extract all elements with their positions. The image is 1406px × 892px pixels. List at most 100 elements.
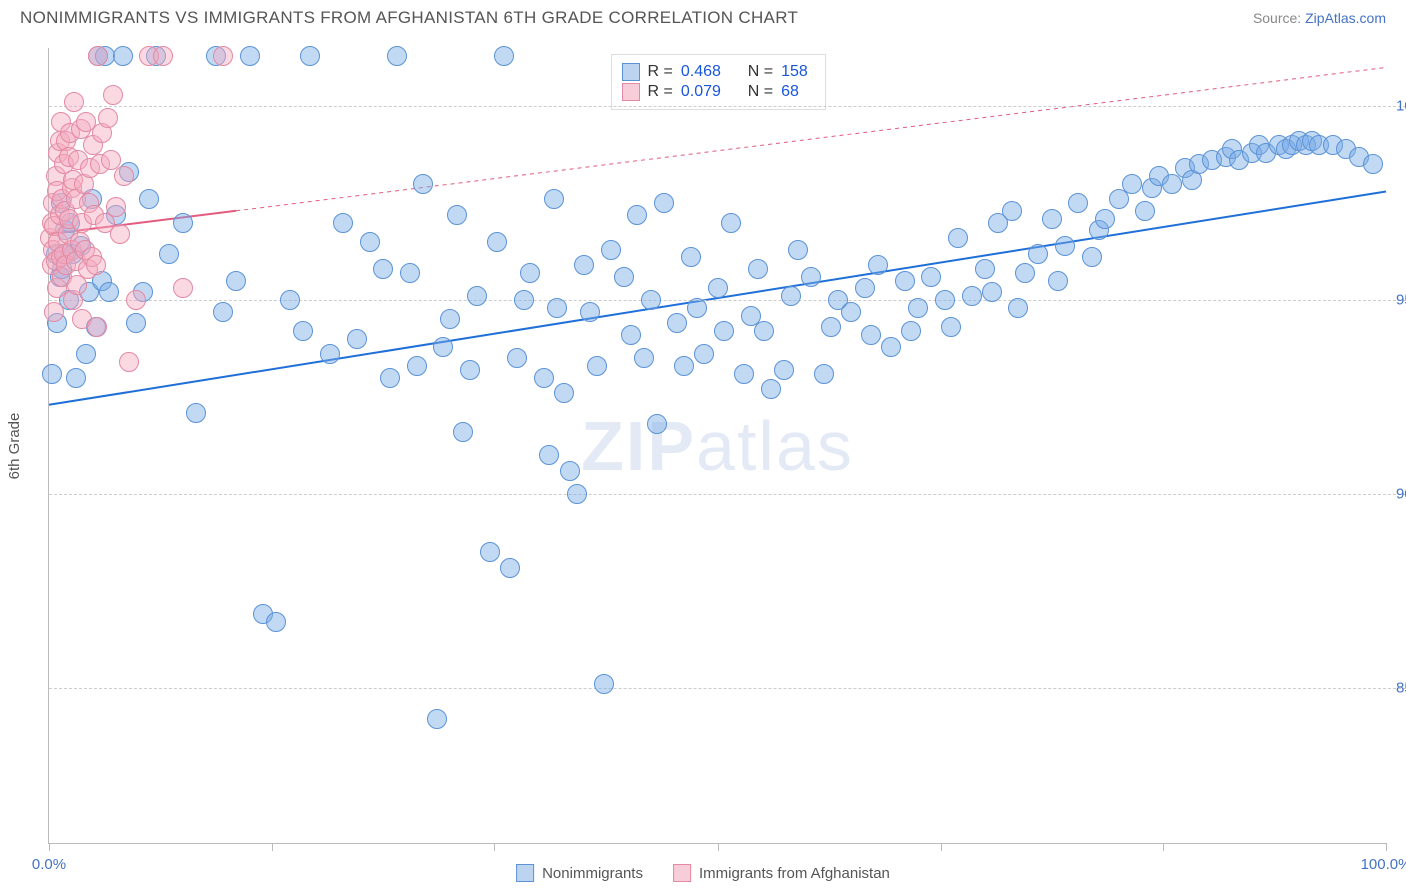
nonimmigrants-point [380,368,400,388]
nonimmigrants-point [1095,209,1115,229]
nonimmigrants-point [621,325,641,345]
stats-n-label: N = [739,63,773,81]
gridline [49,494,1406,495]
nonimmigrants-point [567,484,587,504]
y-tick-label: 90.0% [1396,485,1406,502]
nonimmigrants-point [534,368,554,388]
immigrants-point [213,46,233,66]
nonimmigrants-point [788,240,808,260]
nonimmigrants-point [1122,174,1142,194]
nonimmigrants-point [186,403,206,423]
nonimmigrants-point [460,360,480,380]
nonimmigrants-point [240,46,260,66]
x-tick [941,843,942,851]
nonimmigrants-point [433,337,453,357]
x-tick [1163,843,1164,851]
immigrants-point [110,224,130,244]
nonimmigrants-point [721,213,741,233]
stats-r-label: R = [648,63,673,81]
source-link[interactable]: ZipAtlas.com [1305,10,1386,26]
nonimmigrants-point [226,271,246,291]
stats-r-label: R = [648,83,673,101]
legend-item: Immigrants from Afghanistan [673,864,890,882]
nonimmigrants-point [159,244,179,264]
nonimmigrants-point [1162,174,1182,194]
nonimmigrants-point [360,232,380,252]
source-label: Source: [1253,10,1305,26]
nonimmigrants-point [975,259,995,279]
nonimmigrants-point [514,290,534,310]
chart-title: NONIMMIGRANTS VS IMMIGRANTS FROM AFGHANI… [20,8,798,28]
trendline-solid [49,191,1386,404]
stats-r-value: 0.468 [681,63,731,81]
stats-r-value: 0.079 [681,83,731,101]
nonimmigrants-point [467,286,487,306]
nonimmigrants-point [868,255,888,275]
nonimmigrants-point [734,364,754,384]
nonimmigrants-point [293,321,313,341]
nonimmigrants-point [641,290,661,310]
nonimmigrants-point [935,290,955,310]
x-tick [1386,843,1387,851]
nonimmigrants-point [113,46,133,66]
nonimmigrants-point [1048,271,1068,291]
source-attribution: Source: ZipAtlas.com [1253,10,1386,26]
nonimmigrants-point [280,290,300,310]
nonimmigrants-point [447,205,467,225]
nonimmigrants-point [387,46,407,66]
immigrants-point [98,108,118,128]
stats-swatch [622,63,640,81]
x-tick [49,843,50,851]
plot-area: ZIPatlas R = 0.468 N = 158R = 0.079 N = … [48,48,1386,844]
immigrants-point [153,46,173,66]
immigrants-point [126,290,146,310]
nonimmigrants-point [881,337,901,357]
nonimmigrants-point [1055,236,1075,256]
immigrants-point [114,166,134,186]
nonimmigrants-point [487,232,507,252]
nonimmigrants-point [574,255,594,275]
legend-label: Immigrants from Afghanistan [699,865,890,882]
y-tick-label: 85.0% [1396,679,1406,696]
nonimmigrants-point [1042,209,1062,229]
nonimmigrants-point [594,674,614,694]
nonimmigrants-point [427,709,447,729]
nonimmigrants-point [320,344,340,364]
nonimmigrants-point [1363,154,1383,174]
nonimmigrants-point [895,271,915,291]
x-tick-label: 100.0% [1361,856,1406,873]
stats-swatch [622,83,640,101]
nonimmigrants-point [547,298,567,318]
immigrants-point [103,85,123,105]
plot-canvas: ZIPatlas R = 0.468 N = 158R = 0.079 N = … [48,48,1386,844]
legend-item: Nonimmigrants [516,864,643,882]
legend-swatch [673,864,691,882]
gridline [49,300,1406,301]
nonimmigrants-point [494,46,514,66]
legend-swatch [516,864,534,882]
nonimmigrants-point [748,259,768,279]
x-tick [272,843,273,851]
nonimmigrants-point [400,263,420,283]
nonimmigrants-point [413,174,433,194]
nonimmigrants-point [300,46,320,66]
nonimmigrants-point [407,356,427,376]
immigrants-point [44,302,64,322]
gridline [49,106,1406,107]
nonimmigrants-point [855,278,875,298]
legend-label: Nonimmigrants [542,865,643,882]
nonimmigrants-point [1028,244,1048,264]
stats-row: R = 0.079 N = 68 [622,83,816,101]
stats-legend-box: R = 0.468 N = 158 R = 0.079 N = 68 [611,54,827,110]
nonimmigrants-point [982,282,1002,302]
nonimmigrants-point [708,278,728,298]
bottom-legend: Nonimmigrants Immigrants from Afghanistan [516,864,890,882]
x-tick [718,843,719,851]
nonimmigrants-point [627,205,647,225]
stats-n-value: 68 [781,83,815,101]
nonimmigrants-point [841,302,861,322]
y-axis-label: 6th Grade [6,413,23,480]
nonimmigrants-point [347,329,367,349]
stats-n-value: 158 [781,63,815,81]
x-tick [494,843,495,851]
